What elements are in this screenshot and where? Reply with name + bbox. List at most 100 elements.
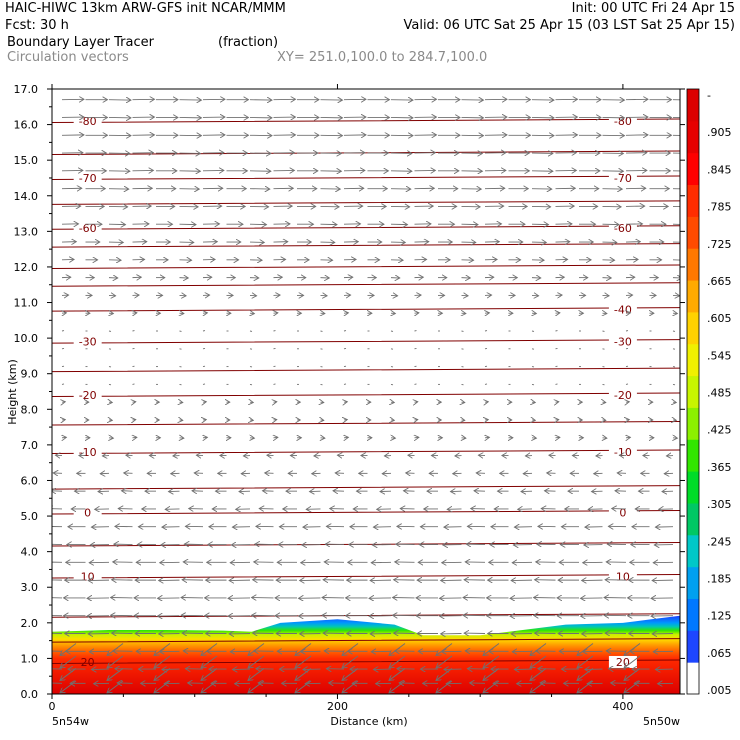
- colorbar-swatch: [687, 152, 699, 186]
- wind-vector: [389, 680, 406, 693]
- wind-vector: [483, 655, 500, 668]
- y-tick-label: 11.0: [14, 297, 39, 310]
- y-tick-label: 5.0: [21, 510, 39, 523]
- contour-label-background: [73, 221, 102, 234]
- wind-vector: [389, 643, 406, 656]
- contour-label: 10: [616, 571, 630, 584]
- colorbar-swatch: [687, 375, 699, 408]
- y-axis-label: Height (km): [6, 359, 19, 425]
- valid-time: Valid: 06 UTC Sat 25 Apr 15 (03 LST Sat …: [403, 18, 735, 33]
- contour-label-background: [608, 389, 637, 402]
- colorbar-label: .545: [707, 349, 732, 362]
- colorbar-swatch: [687, 280, 699, 313]
- colorbar-label: .185: [707, 572, 732, 585]
- wind-vector: [60, 655, 77, 668]
- wind-vector: [154, 655, 171, 668]
- wind-vector: [342, 668, 359, 680]
- contour-label-background: [608, 655, 637, 668]
- colorbar-label: .245: [707, 535, 732, 548]
- x-tick-label: 0: [49, 700, 56, 713]
- contour-label-background: [73, 389, 102, 402]
- boundary-layer-tracer-area: [52, 615, 680, 694]
- colorbar-label: .785: [707, 201, 732, 214]
- forecast-hour: Fcst: 30 h: [5, 18, 69, 33]
- y-tick-label: 1.0: [21, 652, 39, 665]
- temperature-contour: [52, 638, 680, 643]
- temperature-contour: [52, 421, 680, 426]
- x-axis-right-endpoint: 5n50w: [643, 715, 680, 728]
- y-tick-label: 8.0: [21, 403, 39, 416]
- temperature-contour: [52, 243, 680, 248]
- colorbar-label: .365: [707, 461, 732, 474]
- contour-label: -70: [79, 172, 97, 185]
- wind-vector: [295, 680, 312, 693]
- init-time: Init: 00 UTC Fri 24 Apr 15: [571, 1, 735, 16]
- wind-vector: [60, 643, 77, 656]
- colorbar-frame: [686, 88, 700, 695]
- x-tick-label: 400: [612, 700, 633, 713]
- wind-vector: [295, 643, 312, 656]
- wind-vector: [530, 643, 547, 656]
- tracer-field-layer: [52, 615, 680, 694]
- colorbar: .005 .065 .125 .185 .245 .305 .365 .425 .485 .545…: [686, 88, 732, 697]
- wind-vector: [248, 680, 265, 693]
- wind-vector: [342, 680, 359, 693]
- temperature-contour: [52, 307, 680, 312]
- colorbar-swatch: [687, 311, 699, 345]
- temperature-contour: [52, 449, 680, 454]
- temperature-contour: [52, 225, 680, 230]
- temperature-contour: [52, 574, 680, 579]
- colorbar-label: .065: [707, 647, 732, 660]
- temperature-contour: [52, 659, 680, 664]
- temperature-contour: [52, 118, 680, 124]
- wind-vector: [530, 655, 547, 668]
- y-tick-label: 13.0: [14, 225, 39, 238]
- contour-label: -10: [79, 446, 97, 459]
- contour-label-background: [73, 171, 102, 184]
- colorbar-swatch: [687, 471, 699, 504]
- contour-label: -80: [614, 115, 632, 128]
- colorbar-swatch: [687, 630, 699, 663]
- wind-vector: [295, 668, 312, 680]
- colorbar-label: .125: [707, 610, 732, 623]
- colorbar-swatch: [687, 407, 699, 440]
- temperature-contour: [52, 510, 680, 515]
- temperature-contour: [52, 367, 680, 373]
- colorbar-label: .605: [707, 312, 732, 325]
- colorbar-label: .425: [707, 424, 732, 437]
- y-tick-label: 4.0: [21, 546, 39, 559]
- contour-label: -70: [614, 172, 632, 185]
- y-axis: 0.0 1.0 2.0 3.0 4.0 5.0 6.0 7.0 8.0 9.0 10.0 11.0 12…: [14, 83, 685, 701]
- contour-label: 20: [81, 656, 95, 669]
- colorbar-swatch: [687, 439, 699, 472]
- y-tick-label: 10.0: [14, 332, 39, 345]
- cross-section-coords: XY= 251.0,100.0 to 284.7,100.0: [277, 50, 488, 65]
- colorbar-swatch: [687, 120, 699, 154]
- wind-vector: [60, 668, 77, 680]
- y-tick-label: 15.0: [14, 154, 39, 167]
- wind-vector: [483, 680, 500, 693]
- colorbar-label: .485: [707, 387, 732, 400]
- contour-label: -20: [79, 389, 97, 402]
- wind-vector: [107, 680, 124, 693]
- wind-vector: [248, 668, 265, 680]
- wind-vector: [624, 668, 641, 680]
- wind-vector: [248, 655, 265, 668]
- wind-vector: [530, 668, 547, 680]
- contour-label: -30: [614, 336, 632, 349]
- y-tick-label: 17.0: [14, 83, 39, 96]
- x-axis-left-endpoint: 5n54w: [52, 715, 89, 728]
- wind-vector: [436, 680, 453, 693]
- contour-label: -40: [614, 304, 632, 317]
- wind-vector: [107, 655, 124, 668]
- y-tick-label: 14.0: [14, 190, 39, 203]
- wind-vector: [577, 655, 594, 668]
- colorbar-swatch: [687, 89, 699, 122]
- wind-vector: [624, 680, 641, 693]
- wind-vector: [201, 668, 218, 680]
- temperature-contour: [52, 542, 680, 547]
- contour-label: -10: [614, 446, 632, 459]
- colorbar-label: .005: [707, 684, 732, 697]
- wind-vector: [295, 655, 312, 668]
